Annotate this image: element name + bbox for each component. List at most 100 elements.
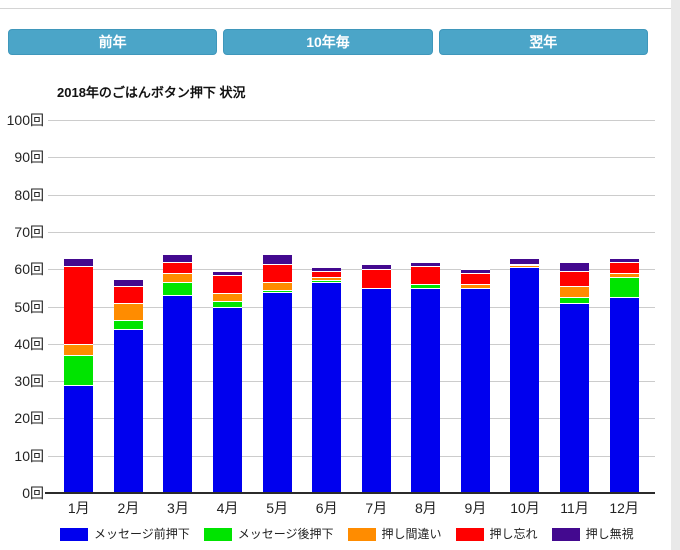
- legend-swatch: [60, 528, 88, 541]
- bar-segment: [312, 282, 342, 493]
- chart-legend: メッセージ前押下 メッセージ後押下 押し間違い 押し忘れ 押し無視: [60, 527, 634, 542]
- bar-slot-5月: [252, 120, 302, 493]
- bar-segment: [510, 263, 540, 266]
- bar-segment: [560, 271, 590, 286]
- bar-slot-1月: [54, 120, 104, 493]
- x-axis-label: 11月: [560, 500, 589, 516]
- stacked-bar-12月: [609, 258, 639, 493]
- bar-slot-8月: [401, 120, 451, 493]
- y-axis-tick-label: 30回: [14, 373, 44, 390]
- prev-year-button[interactable]: 前年: [8, 29, 218, 55]
- y-axis-tick-label: 80回: [14, 186, 44, 203]
- legend-label: メッセージ前押下: [94, 527, 190, 541]
- y-axis-tick-label: 100回: [6, 112, 44, 128]
- stacked-bar-4月: [213, 271, 243, 493]
- bar-slot-6月: [302, 120, 352, 493]
- stacked-bar-2月: [113, 278, 143, 493]
- decade-button[interactable]: 10年毎: [223, 29, 433, 55]
- x-axis-label: 8月: [414, 500, 437, 516]
- bar-slot-3月: [153, 120, 203, 493]
- bar-segment: [312, 280, 342, 283]
- y-axis-tick-label: 0回: [22, 485, 44, 501]
- next-year-button[interactable]: 翌年: [438, 29, 648, 55]
- gridline: [48, 343, 655, 345]
- y-axis-tick-label: 20回: [14, 410, 44, 427]
- bar-segment: [113, 302, 143, 320]
- x-axis-label: 7月: [365, 500, 388, 516]
- legend-item: メッセージ前押下: [60, 527, 190, 542]
- legend-item: 押し忘れ: [455, 527, 538, 542]
- bar-segment: [213, 274, 243, 294]
- bar-segment: [411, 265, 441, 285]
- bar-segment: [460, 284, 490, 288]
- bar-segment: [460, 287, 490, 493]
- gridline: [48, 120, 655, 121]
- bar-segment: [510, 267, 540, 493]
- stacked-bar-11月: [560, 261, 590, 493]
- bars-row: [48, 120, 655, 493]
- x-axis-label: 9月: [464, 500, 487, 516]
- bar-segment: [113, 319, 143, 329]
- legend-swatch: [455, 528, 484, 541]
- x-axis-line: [45, 492, 655, 494]
- bar-segment: [411, 284, 441, 288]
- gridline: [48, 455, 655, 457]
- bar-segment: [361, 287, 391, 493]
- y-axis-tick-label: 70回: [14, 223, 44, 240]
- bar-segment: [560, 302, 590, 493]
- bar-segment: [361, 269, 391, 288]
- x-axis-label: 1月: [67, 500, 90, 516]
- bar-segment: [411, 261, 441, 266]
- bar-segment: [460, 269, 490, 273]
- y-axis-tick-label: 50回: [14, 298, 44, 315]
- y-axis-tick-label: 90回: [14, 149, 44, 166]
- gridline: [48, 231, 655, 233]
- bar-segment: [113, 286, 143, 303]
- bar-segment: [510, 258, 540, 264]
- top-divider: [0, 8, 680, 9]
- bar-segment: [262, 289, 292, 292]
- stacked-bar-10月: [510, 258, 540, 493]
- gridline: [48, 418, 655, 420]
- bar-segment: [113, 278, 143, 287]
- legend-item: 押し間違い: [347, 527, 442, 542]
- x-axis-label: 2月: [117, 500, 140, 516]
- bar-slot-10月: [500, 120, 550, 493]
- bar-segment: [560, 286, 590, 298]
- y-axis-tick-label: 40回: [14, 335, 44, 352]
- x-axis-label: 4月: [216, 500, 239, 516]
- stacked-bar-3月: [163, 254, 193, 493]
- bar-slot-9月: [451, 120, 501, 493]
- bar-segment: [163, 272, 193, 283]
- stacked-bar-6月: [312, 267, 342, 493]
- x-axis-labels: 1月 2月 3月 4月 5月 6月 7月 8月 9月 10月 11月 12月: [48, 499, 655, 517]
- bar-segment: [163, 282, 193, 296]
- chart-title: 2018年のごはんボタン押下 状況: [57, 85, 246, 100]
- x-axis-label: 10月: [510, 500, 540, 516]
- legend-label: 押し忘れ: [489, 527, 538, 541]
- bar-segment: [113, 328, 143, 493]
- bar-segment: [560, 261, 590, 272]
- legend-swatch: [551, 528, 580, 541]
- bar-segment: [163, 295, 193, 493]
- gridline: [48, 194, 655, 196]
- x-axis-label: 6月: [315, 500, 338, 516]
- legend-item: 押し無視: [551, 527, 634, 542]
- chart-plot-area: [48, 120, 655, 493]
- bar-segment: [163, 261, 193, 273]
- bar-segment: [460, 272, 490, 285]
- bar-segment: [213, 300, 243, 307]
- legend-swatch: [347, 528, 376, 541]
- bar-segment: [361, 263, 391, 270]
- stacked-bar-1月: [64, 258, 94, 493]
- legend-label: メッセージ後押下: [237, 527, 334, 541]
- bar-segment: [510, 265, 540, 268]
- legend-label: 押し間違い: [381, 527, 442, 541]
- bar-slot-2月: [104, 120, 154, 493]
- gridline: [48, 381, 655, 383]
- y-axis-tick-label: 10回: [14, 447, 44, 464]
- bar-slot-12月: [599, 120, 649, 493]
- bar-segment: [213, 293, 243, 301]
- stacked-bar-7月: [361, 263, 391, 493]
